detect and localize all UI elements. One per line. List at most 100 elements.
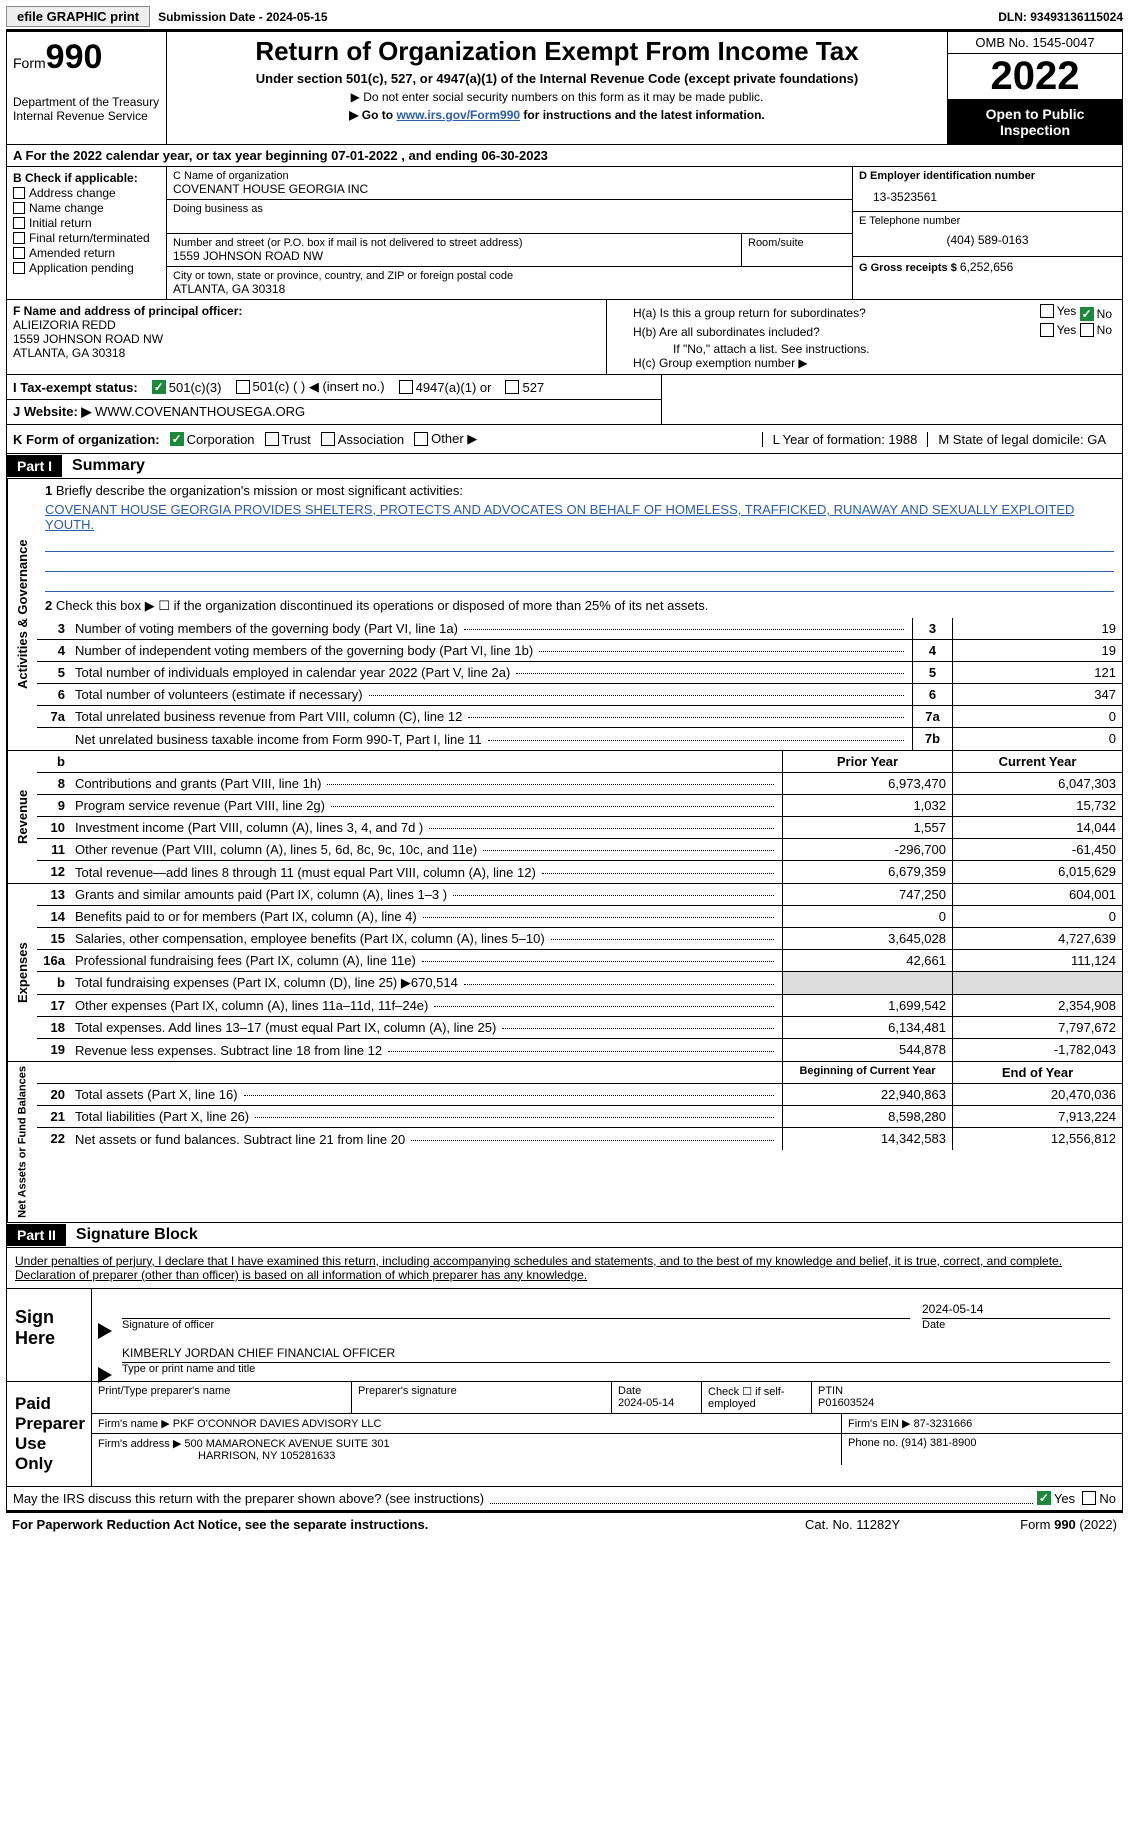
org-street: 1559 JOHNSON ROAD NW <box>173 249 735 263</box>
activities-governance: Activities & Governance 1 Briefly descri… <box>6 479 1123 751</box>
org-name: COVENANT HOUSE GEORGIA INC <box>173 182 846 196</box>
firm-ein: 87-3231666 <box>914 1418 973 1430</box>
prior-year-value: 544,878 <box>782 1039 952 1061</box>
current-year-value: 0 <box>952 906 1122 927</box>
section-c: C Name of organizationCOVENANT HOUSE GEO… <box>167 167 852 299</box>
other-checkbox[interactable] <box>414 432 428 446</box>
year-formation: L Year of formation: 1988 <box>762 432 928 447</box>
form-ref: Form 990 (2022) <box>1020 1517 1117 1532</box>
ha-no-checkbox[interactable]: ✓ <box>1080 307 1094 321</box>
section-fh: F Name and address of principal officer:… <box>6 300 1123 375</box>
revenue-section: Revenue bPrior YearCurrent Year 8Contrib… <box>6 751 1123 884</box>
hb-no-checkbox[interactable] <box>1080 323 1094 337</box>
open-to-public: Open to Public Inspection <box>948 100 1122 144</box>
4947-checkbox[interactable] <box>399 380 413 394</box>
dln: DLN: 93493136115024 <box>998 10 1123 24</box>
checkbox-label: Amended return <box>29 246 115 260</box>
tax-year: 2022 <box>948 54 1122 100</box>
efile-print-button[interactable]: efile GRAPHIC print <box>6 6 150 27</box>
section-h: H(a) Is this a group return for subordin… <box>607 300 1122 374</box>
section-a-calendar-year: A For the 2022 calendar year, or tax yea… <box>6 145 1123 167</box>
current-year-value: 14,044 <box>952 817 1122 838</box>
prior-year-value: 42,661 <box>782 950 952 971</box>
section-k: K Form of organization: ✓ Corporation Tr… <box>6 425 1123 454</box>
firm-address: 500 MAMARONECK AVENUE SUITE 301 <box>184 1438 389 1450</box>
current-year-value: 12,556,812 <box>952 1128 1122 1150</box>
checkbox[interactable] <box>13 202 25 214</box>
527-checkbox[interactable] <box>505 380 519 394</box>
omb-number: OMB No. 1545-0047 <box>948 32 1122 54</box>
section-ij: I Tax-exempt status: ✓ 501(c)(3) 501(c) … <box>6 375 1123 425</box>
may-irs-discuss: May the IRS discuss this return with the… <box>6 1487 1123 1511</box>
part-ii-header: Part II Signature Block <box>6 1223 1123 1248</box>
line-value: 19 <box>952 640 1122 661</box>
section-i: I Tax-exempt status: ✓ 501(c)(3) 501(c) … <box>7 375 661 399</box>
net-assets-section: Net Assets or Fund Balances Beginning of… <box>6 1062 1123 1223</box>
current-year-value: 4,727,639 <box>952 928 1122 949</box>
state-domicile: M State of legal domicile: GA <box>927 432 1116 447</box>
assoc-checkbox[interactable] <box>321 432 335 446</box>
line-value: 19 <box>952 618 1122 639</box>
form-subtitle: Under section 501(c), 527, or 4947(a)(1)… <box>175 71 939 86</box>
prior-year-value: 14,342,583 <box>782 1128 952 1150</box>
checkbox[interactable] <box>13 217 25 229</box>
checkbox[interactable] <box>13 247 25 259</box>
form-header: Form990 Department of the Treasury Inter… <box>6 31 1123 145</box>
current-year-value: 6,015,629 <box>952 861 1122 883</box>
paid-preparer-block: Paid Preparer Use Only Print/Type prepar… <box>6 1382 1123 1487</box>
form-note-goto: ▶ Go to www.irs.gov/Form990 for instruct… <box>175 108 939 122</box>
checkbox-label: Application pending <box>29 261 134 275</box>
line-value: 121 <box>952 662 1122 683</box>
current-year-value: 15,732 <box>952 795 1122 816</box>
perjury-statement: Under penalties of perjury, I declare th… <box>6 1248 1123 1289</box>
501c3-checkbox[interactable]: ✓ <box>152 380 166 394</box>
checkbox-label: Final return/terminated <box>29 231 150 245</box>
officer-name: ALIEIZORIA REDD <box>13 318 600 332</box>
current-year-value: 2,354,908 <box>952 995 1122 1016</box>
mayirs-yes-checkbox[interactable]: ✓ <box>1037 1491 1051 1505</box>
gross-receipts: 6,252,656 <box>960 260 1013 274</box>
checkbox-label: Name change <box>29 201 104 215</box>
mayirs-no-checkbox[interactable] <box>1082 1491 1096 1505</box>
current-year-value: 20,470,036 <box>952 1084 1122 1105</box>
checkbox-label: Initial return <box>29 216 92 230</box>
501c-checkbox[interactable] <box>236 380 250 394</box>
section-f: F Name and address of principal officer:… <box>7 300 607 374</box>
form-title: Return of Organization Exempt From Incom… <box>175 36 939 67</box>
prior-year-value: 8,598,280 <box>782 1106 952 1127</box>
prior-year-value: -296,700 <box>782 839 952 860</box>
hb-yes-checkbox[interactable] <box>1040 323 1054 337</box>
current-year-value: 111,124 <box>952 950 1122 971</box>
checkbox[interactable] <box>13 262 25 274</box>
ha-yes-checkbox[interactable] <box>1040 304 1054 318</box>
corp-checkbox[interactable]: ✓ <box>170 432 184 446</box>
top-bar: efile GRAPHIC print Submission Date - 20… <box>6 6 1123 31</box>
prior-year-value: 6,134,481 <box>782 1017 952 1038</box>
current-year-value: -1,782,043 <box>952 1039 1122 1061</box>
current-year-value: -61,450 <box>952 839 1122 860</box>
trust-checkbox[interactable] <box>265 432 279 446</box>
checkbox[interactable] <box>13 187 25 199</box>
line-value: 0 <box>952 706 1122 727</box>
prior-year-value: 0 <box>782 906 952 927</box>
current-year-value: 6,047,303 <box>952 773 1122 794</box>
expenses-section: Expenses 13Grants and similar amounts pa… <box>6 884 1123 1062</box>
prior-year-value: 1,699,542 <box>782 995 952 1016</box>
sign-date: 2024-05-14 <box>922 1302 983 1316</box>
prior-year-value: 747,250 <box>782 884 952 905</box>
prior-year-value: 6,679,359 <box>782 861 952 883</box>
irs-link[interactable]: www.irs.gov/Form990 <box>396 108 520 122</box>
officer-name-title: KIMBERLY JORDAN CHIEF FINANCIAL OFFICER <box>122 1346 395 1360</box>
current-year-value: 7,913,224 <box>952 1106 1122 1127</box>
line-value: 0 <box>952 728 1122 750</box>
mission-text: COVENANT HOUSE GEORGIA PROVIDES SHELTERS… <box>37 498 1122 532</box>
checkbox[interactable] <box>13 232 25 244</box>
current-year-value <box>952 972 1122 994</box>
ein: 13-3523561 <box>859 182 1116 208</box>
website-url: WWW.COVENANTHOUSEGA.ORG <box>95 404 305 419</box>
org-city: ATLANTA, GA 30318 <box>173 282 846 296</box>
section-j: J Website: ▶ WWW.COVENANTHOUSEGA.ORG <box>7 399 661 424</box>
telephone: (404) 589-0163 <box>859 227 1116 253</box>
current-year-value: 7,797,672 <box>952 1017 1122 1038</box>
submission-date-label: Submission Date - 2024-05-15 <box>158 10 327 24</box>
